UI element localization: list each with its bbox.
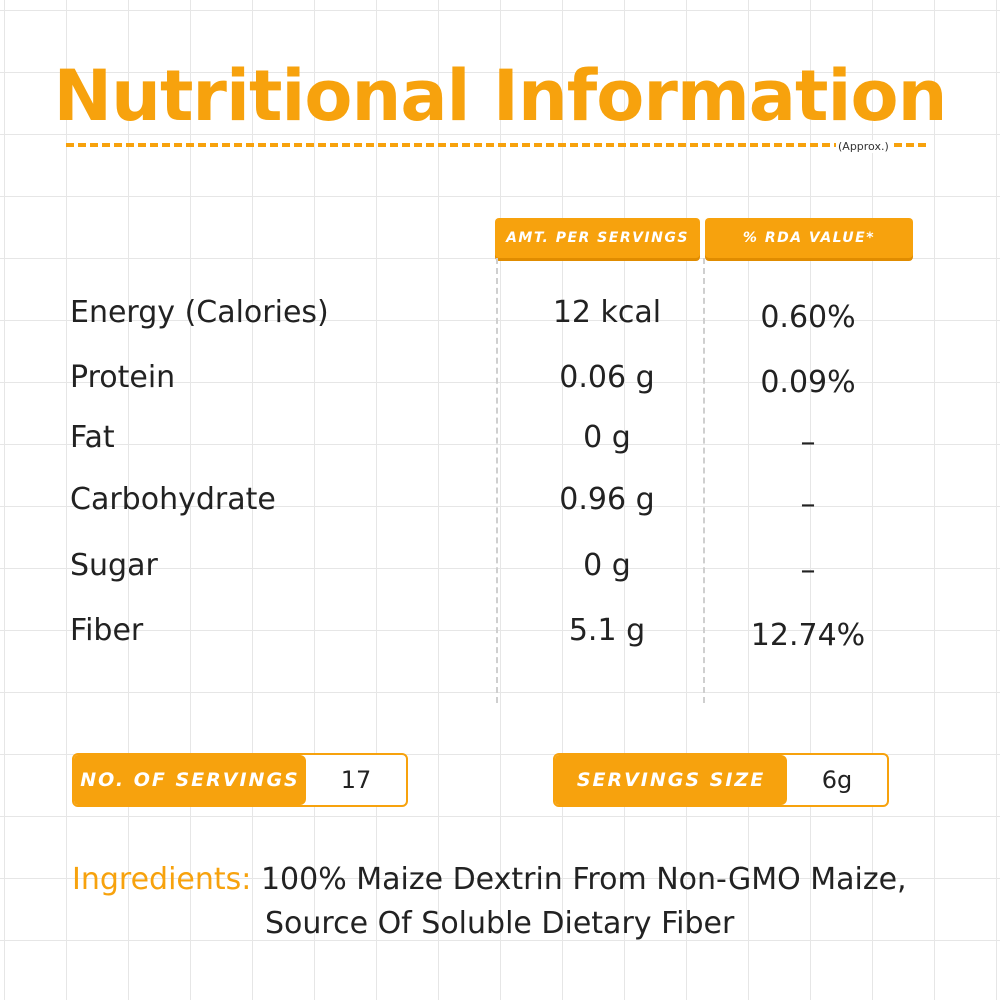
rda-value: 0.60% [760, 300, 856, 335]
nutrient-name: Sugar [70, 548, 158, 583]
amount-per-serving: 0 g [583, 548, 631, 583]
column-divider [496, 258, 498, 703]
title: Nutritional Information [53, 55, 948, 137]
rda-value: 0.09% [760, 365, 856, 400]
rda-value: – [800, 553, 816, 588]
servings-label: NO. OF SERVINGS [74, 755, 306, 805]
nutrient-name: Protein [70, 360, 176, 395]
servings-label: SERVINGS SIZE [555, 755, 787, 805]
rda-value: 12.74% [750, 618, 866, 653]
amount-per-serving: 12 kcal [552, 295, 662, 330]
column-header: AMT. PER SERVINGS [495, 218, 700, 258]
nutrient-name: Carbohydrate [70, 482, 276, 517]
nutrient-name: Fat [70, 420, 115, 455]
ingredients-text: 100% Maize Dextrin From Non-GMO Maize, [260, 862, 907, 897]
amount-per-serving: 0.06 g [559, 360, 655, 395]
rda-value: – [800, 487, 816, 522]
nutrient-name: Energy (Calories) [70, 295, 329, 330]
amount-per-serving: 0.96 g [559, 482, 655, 517]
servings-value: 6g [821, 766, 853, 794]
nutrient-name: Fiber [70, 613, 144, 648]
servings-box: NO. OF SERVINGS 17 [72, 753, 408, 807]
ingredients-line: Ingredients: 100% Maize Dextrin From Non… [72, 862, 907, 897]
title-underline [66, 143, 926, 147]
servings-value: 17 [340, 766, 372, 794]
ingredients-label: Ingredients: [72, 862, 252, 897]
rda-value: – [800, 425, 816, 460]
amount-per-serving: 0 g [583, 420, 631, 455]
amount-per-serving: 5.1 g [568, 613, 646, 648]
ingredients-text: Source Of Soluble Dietary Fiber [265, 906, 735, 941]
column-header: % RDA VALUE* [705, 218, 913, 258]
servings-box: SERVINGS SIZE 6g [553, 753, 889, 807]
column-divider [703, 258, 705, 703]
approx-note: (Approx.) [836, 140, 891, 153]
